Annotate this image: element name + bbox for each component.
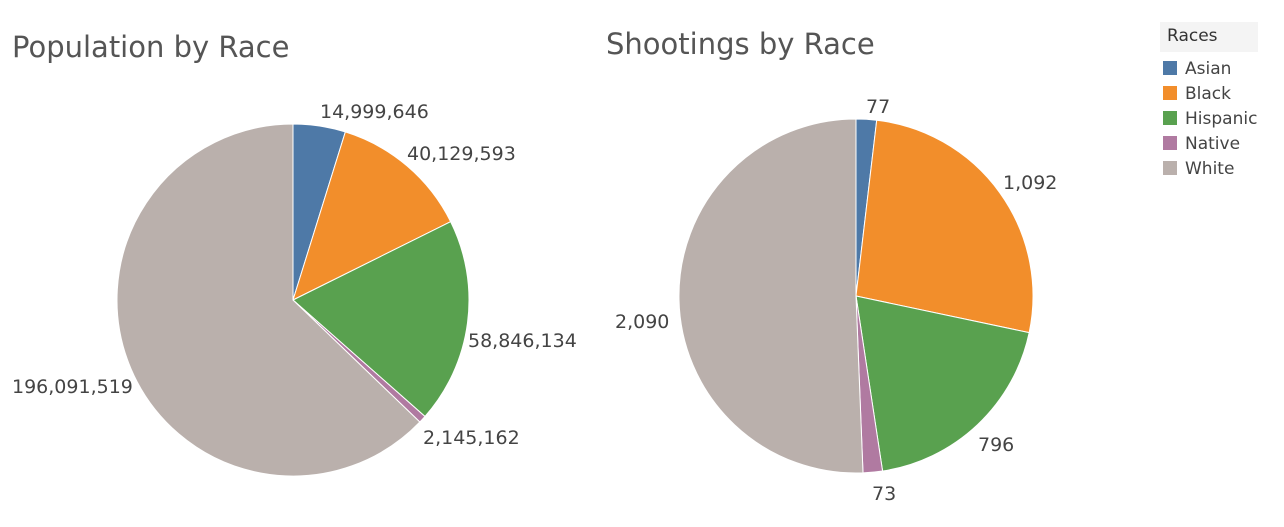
legend-swatch-black[interactable] (1163, 86, 1177, 100)
data-label-native: 2,145,162 (423, 427, 520, 449)
shootings-slices (678, 118, 1034, 474)
legend-items: Asian Black Hispanic Native White (1163, 59, 1257, 179)
data-label-black: 40,129,593 (407, 143, 516, 165)
slice-hispanic[interactable] (292, 220, 470, 418)
data-label-hispanic: 796 (978, 434, 1014, 456)
data-label-hispanic: 58,846,134 (468, 330, 577, 352)
population-slices (116, 123, 470, 477)
slice-hispanic[interactable] (855, 295, 1030, 472)
shootings-chart-title: Shootings by Race (606, 27, 875, 61)
legend-label-black[interactable]: Black (1185, 84, 1231, 104)
slice-white[interactable] (678, 118, 864, 474)
legend-swatch-hispanic[interactable] (1163, 111, 1177, 125)
data-label-asian: 14,999,646 (320, 101, 429, 123)
legend-title-background (1160, 22, 1258, 52)
population-data-labels: 14,999,646 40,129,593 58,846,134 2,145,162 1… (12, 101, 577, 449)
shootings-pie-chart: Shootings by Race 77 1,092 796 73 2,090 (606, 27, 1057, 505)
population-pie-chart: Population by Race 14,999,646 40,129,593 5… (12, 30, 577, 477)
data-label-white: 196,091,519 (12, 376, 133, 398)
legend-title: Races (1167, 26, 1218, 46)
population-chart-title: Population by Race (12, 30, 289, 64)
data-label-native: 73 (872, 483, 896, 505)
slice-black[interactable] (855, 119, 1034, 334)
legend-swatch-white[interactable] (1163, 161, 1177, 175)
legend-label-asian[interactable]: Asian (1185, 59, 1231, 79)
legend-label-hispanic[interactable]: Hispanic (1185, 109, 1257, 129)
data-label-asian: 77 (866, 96, 890, 118)
shootings-data-labels: 77 1,092 796 73 2,090 (615, 96, 1057, 505)
legend-swatch-asian[interactable] (1163, 61, 1177, 75)
legend: Races Asian Black Hispanic Native White (1160, 22, 1258, 179)
data-label-black: 1,092 (1003, 172, 1057, 194)
legend-label-white[interactable]: White (1185, 159, 1234, 179)
slice-white[interactable] (116, 123, 421, 477)
legend-swatch-native[interactable] (1163, 136, 1177, 150)
legend-label-native[interactable]: Native (1185, 134, 1240, 154)
data-label-white: 2,090 (615, 311, 669, 333)
slice-black[interactable] (292, 131, 452, 301)
